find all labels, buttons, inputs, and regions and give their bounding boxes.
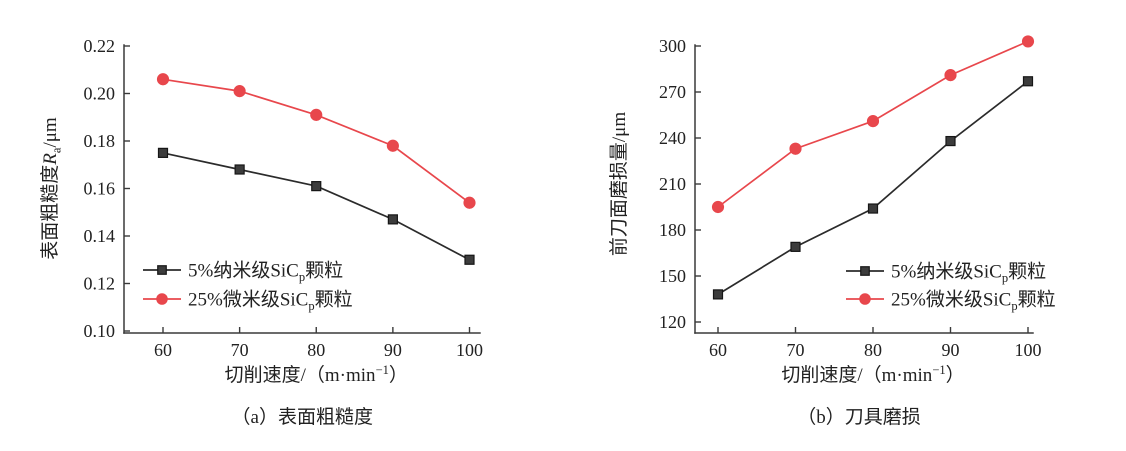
legend-label: 5%纳米级SiCp颗粒 — [188, 260, 343, 285]
panel-caption: （b）刀具磨损 — [797, 406, 921, 428]
y-tick-label: 0.10 — [84, 321, 116, 341]
square-marker — [712, 289, 724, 300]
square-marker — [157, 147, 169, 158]
y-tick-label: 0.14 — [84, 226, 116, 246]
chart-a-svg: 0.10 0.12 0.14 0.16 0.18 0.20 0.22 60 70 80 90 100 表… — [39, 36, 483, 428]
series-nano5 — [157, 147, 475, 265]
x-tick-label: 80 — [307, 340, 325, 360]
legend-label: 25%微米级SiCp颗粒 — [891, 289, 1056, 314]
square-marker — [464, 254, 475, 265]
y-tick-label: 0.12 — [84, 274, 116, 294]
y-tick-label: 120 — [659, 312, 686, 332]
circle-marker — [233, 85, 246, 98]
circle-marker — [310, 108, 323, 121]
y-axis-title: 前刀面磨损量/μm — [608, 112, 630, 256]
x-tick-label: 90 — [384, 340, 402, 360]
circle-marker — [156, 73, 170, 86]
x-tick-label: 100 — [456, 340, 483, 360]
y-axis-title: 表面粗糙度Ra/μm — [39, 117, 64, 260]
circle-marker — [859, 293, 871, 305]
legend-item-micro25: 25%微米级SiCp颗粒 — [846, 289, 1056, 314]
series-micro25 — [711, 35, 1035, 214]
x-tick-label: 80 — [864, 340, 882, 360]
circle-marker — [1021, 35, 1035, 48]
y-tick-label: 300 — [659, 36, 686, 56]
y-tick-label: 0.22 — [84, 36, 116, 56]
x-tick-label: 90 — [942, 340, 960, 360]
legend: 5%纳米级SiCp颗粒 25%微米级SiCp颗粒 — [846, 261, 1056, 314]
square-marker — [311, 181, 322, 192]
legend-label: 25%微米级SiCp颗粒 — [188, 289, 353, 314]
y-axis-ticks: 120 150 180 210 240 270 300 — [659, 36, 701, 332]
y-tick-label: 0.20 — [84, 84, 116, 104]
y-tick-label: 210 — [659, 174, 686, 194]
legend: 5%纳米级SiCp颗粒 25%微米级SiCp颗粒 — [143, 260, 353, 314]
axes — [694, 44, 1034, 334]
legend-item-micro25: 25%微米级SiCp颗粒 — [143, 289, 353, 314]
circle-marker — [866, 115, 880, 128]
x-tick-label: 60 — [709, 340, 727, 360]
legend-label: 5%纳米级SiCp颗粒 — [891, 261, 1046, 286]
y-tick-label: 270 — [659, 82, 686, 102]
x-tick-label: 70 — [787, 340, 805, 360]
panel-b-tool-wear: 120 150 180 210 240 270 300 60 70 80 90 100 前刀面磨损量/μ… — [563, 0, 1126, 451]
circle-marker — [944, 69, 957, 82]
y-tick-label: 0.16 — [84, 179, 116, 199]
y-tick-label: 240 — [659, 128, 686, 148]
legend-item-nano5: 5%纳米级SiCp颗粒 — [846, 261, 1046, 286]
square-marker — [790, 241, 801, 252]
square-marker — [945, 135, 956, 147]
x-tick-label: 100 — [1015, 340, 1042, 360]
square-marker — [1022, 76, 1034, 87]
x-axis-ticks: 60 70 80 90 100 — [154, 327, 483, 360]
series-micro25 — [156, 73, 476, 209]
y-tick-label: 180 — [659, 220, 686, 240]
y-tick-label: 150 — [659, 266, 686, 286]
panel-caption: （a）表面粗糙度 — [232, 406, 373, 428]
y-tick-label: 0.18 — [84, 131, 116, 151]
chart-b-svg: 120 150 180 210 240 270 300 60 70 80 90 100 前刀面磨损量/μ… — [608, 35, 1056, 428]
square-marker — [157, 265, 167, 275]
circle-marker — [711, 200, 725, 214]
x-axis-title: 切削速度/（m·min−1） — [781, 363, 964, 386]
series-nano5 — [712, 76, 1034, 300]
square-marker — [860, 266, 870, 276]
circle-marker — [156, 293, 168, 305]
y-axis-ticks: 0.10 0.12 0.14 0.16 0.18 0.20 0.22 — [84, 36, 130, 341]
square-marker — [867, 203, 879, 214]
x-tick-label: 60 — [154, 340, 172, 360]
square-marker — [234, 164, 245, 175]
panel-a-surface-roughness: 0.10 0.12 0.14 0.16 0.18 0.20 0.22 60 70 80 90 100 表… — [39, 36, 483, 428]
circle-marker — [463, 196, 476, 209]
x-axis-ticks: 60 70 80 90 100 — [709, 327, 1042, 360]
x-axis-title: 切削速度/（m·min−1） — [225, 363, 408, 386]
legend-item-nano5: 5%纳米级SiCp颗粒 — [143, 260, 343, 285]
circle-marker — [789, 142, 802, 155]
circle-marker — [386, 139, 399, 152]
square-marker — [387, 214, 398, 225]
x-tick-label: 70 — [231, 340, 249, 360]
